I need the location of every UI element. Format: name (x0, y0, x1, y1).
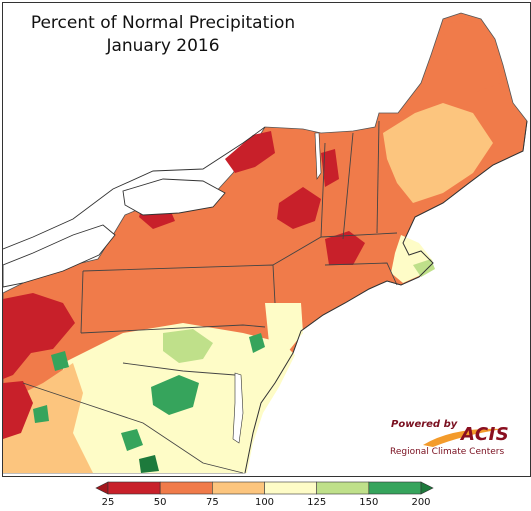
legend-tick-label: 50 (153, 497, 167, 508)
nc-border-wet (139, 455, 159, 473)
central-pa-above (163, 329, 213, 363)
map-title: Percent of Normal Precipitation (30, 13, 296, 33)
legend-tick-label: 125 (307, 497, 327, 508)
legend-over-arrow (420, 481, 434, 495)
sw-virginia-wet (121, 429, 143, 451)
new-england-below-normal (383, 103, 493, 203)
upstate-ny-very-dry (225, 131, 275, 173)
ohio-wet-spot (51, 351, 69, 371)
legend-bin (368, 481, 422, 495)
logo-powered-by: Powered by (391, 419, 458, 430)
legend-bin (212, 481, 265, 495)
state-boundaries (22, 120, 398, 474)
legend-tick-label: 150 (359, 497, 379, 508)
color-legend: 25 50 75 100 125 150 200 (92, 479, 437, 509)
legend-bin (107, 481, 161, 495)
legend-bin (316, 481, 370, 495)
legend-bin (159, 481, 213, 495)
map-panel: Percent of Normal Precipitation January … (2, 2, 531, 477)
adirondack-very-dry (277, 187, 321, 229)
wv-wet-spot (33, 405, 49, 423)
logo-rcc: Regional Climate Centers (390, 447, 505, 457)
western-pa-very-dry (3, 293, 75, 379)
precipitation-map (3, 12, 528, 474)
legend-bin (264, 481, 317, 495)
chesapeake-bay (232, 372, 244, 444)
legend-tick-label: 75 (205, 497, 219, 508)
vermont-very-dry (321, 149, 339, 187)
virginia-wet (151, 375, 199, 415)
legend-under-arrow (95, 481, 109, 495)
lake-erie (3, 224, 116, 288)
legend-tick-label: 200 (411, 497, 431, 508)
map-subtitle: January 2016 (106, 36, 220, 56)
lake-ontario (122, 178, 226, 216)
legend-tick-label: 25 (101, 497, 115, 508)
lake-champlain (314, 132, 322, 180)
canada-shoreline (3, 126, 266, 250)
nj-wet-spot (249, 333, 265, 353)
wv-very-dry (3, 381, 33, 439)
cape-cod-above (413, 259, 435, 277)
maine-north-dry (443, 21, 501, 93)
massachusetts-very-dry (325, 231, 365, 265)
legend-tick-label: 100 (254, 497, 275, 508)
acis-swoosh-icon (423, 428, 503, 447)
acis-logo: Powered by ACIS Regional Climate Centers (383, 415, 523, 463)
atlantic-coastline (244, 120, 528, 474)
nj-coast-near-normal (265, 303, 303, 353)
legend-colorbar (95, 481, 434, 495)
logo-acis: ACIS (461, 424, 510, 445)
